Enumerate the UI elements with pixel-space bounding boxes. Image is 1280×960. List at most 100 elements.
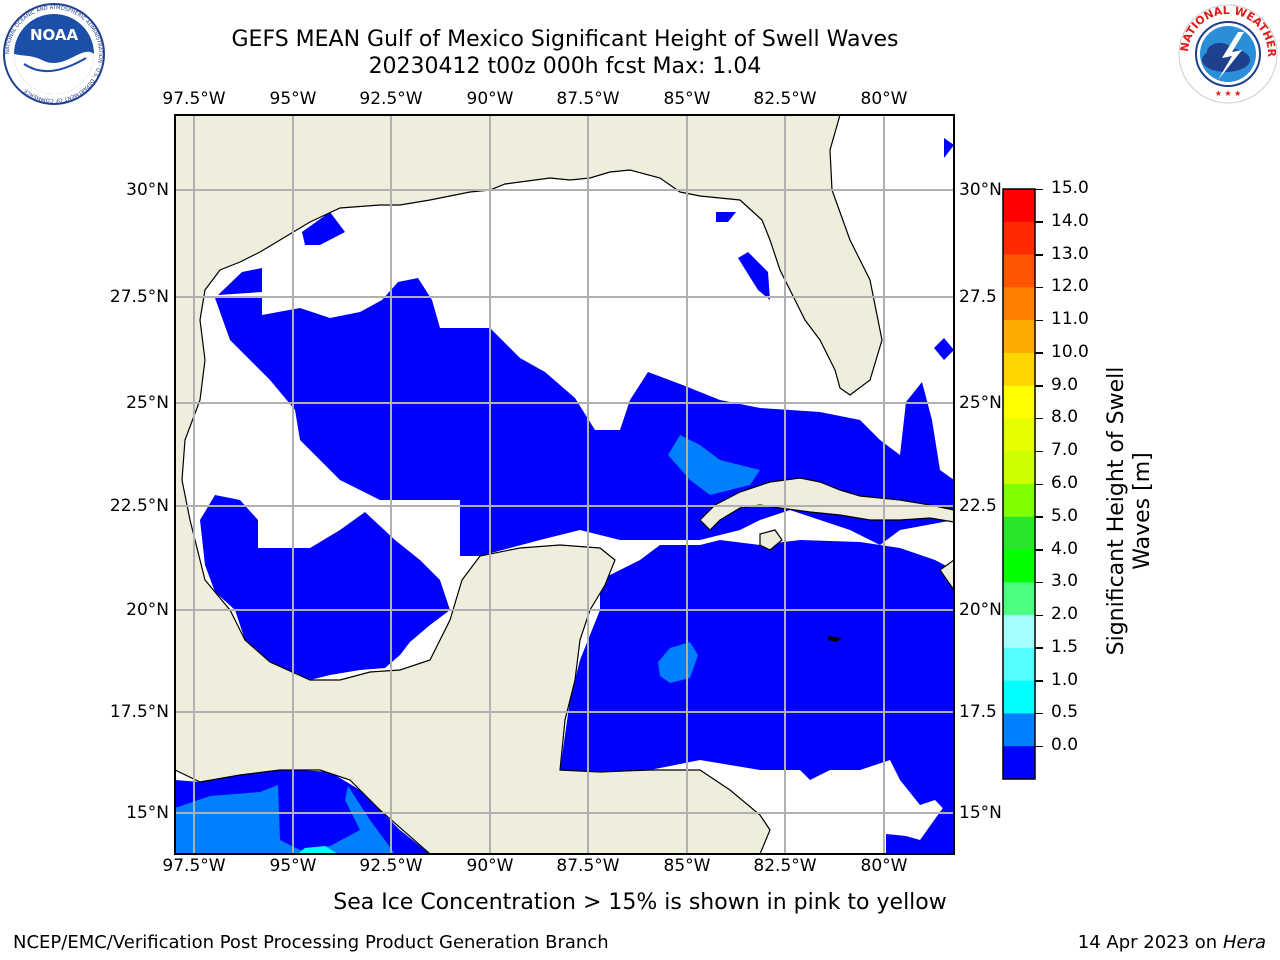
- svg-text:★ ★ ★: ★ ★ ★: [1215, 89, 1242, 98]
- colorbar-tick: [1035, 352, 1043, 354]
- colorbar-swatches: [1003, 189, 1035, 780]
- swell-patch-pacific: [175, 785, 395, 854]
- lat-tick-left: 27.5°N: [109, 287, 169, 307]
- colorbar-label: 11.0: [1051, 309, 1089, 330]
- swell-field-east-florida: [944, 138, 954, 158]
- colorbar-label: 9.0: [1051, 374, 1079, 395]
- colorbar-label: 1.5: [1051, 636, 1079, 657]
- colorbar-label: 0.5: [1051, 702, 1079, 723]
- lon-tick-top: 80°W: [860, 89, 908, 109]
- colorbar-swatch: [1003, 189, 1035, 223]
- lon-tick-top: 82.5°W: [753, 89, 817, 109]
- lon-tick-bottom: 80°W: [860, 856, 908, 876]
- colorbar-tick: [1035, 385, 1043, 387]
- lon-tick-top: 87.5°W: [556, 89, 620, 109]
- colorbar-label: 5.0: [1051, 505, 1079, 526]
- swell-field-florida-coast: [738, 252, 770, 300]
- lon-tick-bottom: 92.5°W: [359, 856, 423, 876]
- colorbar-swatch: [1003, 221, 1035, 256]
- colorbar-tick: [1035, 516, 1043, 518]
- footer-machine: Hera: [1222, 932, 1266, 953]
- colorbar-swatch: [1003, 287, 1035, 321]
- chart-subtitle: 20230412 t00z 000h fcst Max: 1.04: [368, 54, 762, 79]
- lat-tick-left: 25°N: [126, 393, 169, 413]
- colorbar-swatch: [1003, 418, 1035, 452]
- lon-tick-top: 97.5°W: [162, 89, 226, 109]
- lon-tick-bottom: 82.5°W: [753, 856, 817, 876]
- colorbar-swatch: [1003, 451, 1035, 485]
- colorbar-label: 15.0: [1051, 178, 1089, 198]
- lat-tick-left: 17.5°N: [109, 702, 169, 722]
- colorbar-label: 3.0: [1051, 571, 1079, 592]
- colorbar-tick: [1035, 581, 1043, 584]
- colorbar-swatch: [1003, 516, 1035, 551]
- chart-title: GEFS MEAN Gulf of Mexico Significant Hei…: [231, 27, 899, 52]
- colorbar-swatch: [1003, 254, 1035, 288]
- swell-field-bay-of-campeche: [200, 495, 450, 680]
- sea-ice-caption: Sea Ice Concentration > 15% is shown in …: [333, 890, 947, 915]
- land-usa-mexico: [175, 115, 883, 854]
- colorbar-tick: [1035, 221, 1043, 223]
- colorbar-tick: [1035, 319, 1043, 322]
- footer-date: 14 Apr 2023 on Hera: [1078, 932, 1266, 953]
- colorbar-tick: [1035, 188, 1043, 190]
- colorbar-tick: [1035, 680, 1043, 682]
- land-isle-of-youth: [759, 529, 783, 551]
- colorbar-tick: [1035, 614, 1043, 617]
- colorbar-swatch: [1003, 549, 1035, 583]
- lon-tick-bottom: 97.5°W: [162, 856, 226, 876]
- lat-tick-right: 15°N: [959, 803, 1002, 823]
- map-frame: [174, 114, 955, 855]
- colorbar-swatch: [1003, 680, 1035, 714]
- colorbar-tick: [1035, 483, 1043, 485]
- colorbar-label: 6.0: [1051, 473, 1079, 493]
- noaa-logo-text: NOAA: [30, 26, 79, 44]
- swell-field-louisiana: [218, 268, 262, 295]
- colorbar-swatch: [1003, 385, 1035, 419]
- lat-tick-left: 30°N: [126, 180, 169, 200]
- colorbar-swatch: [1003, 713, 1035, 747]
- lat-tick-right: 22.5: [959, 496, 997, 516]
- colorbar-label: 12.0: [1051, 276, 1089, 297]
- lat-tick-right: 20°N: [959, 600, 1002, 620]
- swell-patch-yucatan-channel: [668, 435, 760, 495]
- lat-tick-right: 27.5: [959, 287, 997, 307]
- footer-date-text: 14 Apr 2023 on: [1077, 932, 1223, 953]
- colorbar-label: 4.0: [1051, 538, 1079, 559]
- colorbar-label: 1.0: [1051, 669, 1079, 690]
- lat-tick-right: 25°N: [959, 393, 1002, 413]
- lat-tick-right: 30°N: [959, 180, 1002, 200]
- colorbar-label: 2.0: [1051, 604, 1079, 625]
- lon-tick-top: 95°W: [269, 89, 317, 109]
- colorbar-label: 7.0: [1051, 440, 1079, 461]
- colorbar-title: Significant Height of Swell Waves [m]: [1104, 366, 1155, 656]
- lon-tick-top: 90°W: [466, 89, 514, 109]
- colorbar-swatch: [1003, 582, 1035, 616]
- swell-field-bahamas: [934, 338, 954, 360]
- colorbar-tick: [1035, 745, 1043, 748]
- colorbar-swatch: [1003, 352, 1035, 387]
- swell-field-panama: [716, 212, 736, 222]
- colorbar-swatch: [1003, 320, 1035, 354]
- swell-patch-pacific-cyan: [298, 846, 338, 854]
- colorbar-swatch: [1003, 746, 1035, 780]
- lon-tick-bottom: 90°W: [466, 856, 514, 876]
- colorbar-tick: [1035, 647, 1043, 649]
- colorbar-tick: [1035, 450, 1043, 453]
- swell-field-northwest: [302, 212, 345, 245]
- colorbar-tick: [1035, 417, 1043, 420]
- colorbar-tick: [1035, 549, 1043, 551]
- colorbar-label: 0.0: [1051, 735, 1079, 756]
- lon-tick-bottom: 95°W: [269, 856, 317, 876]
- nws-logo: NATIONAL WEATHER SERVICE ★ ★ ★: [1176, 2, 1278, 104]
- lon-tick-bottom: 87.5°W: [556, 856, 620, 876]
- swell-field-southeast: [886, 805, 954, 854]
- land-jamaica: [828, 636, 842, 642]
- colorbar: [1002, 188, 1036, 780]
- colorbar-swatch: [1003, 615, 1035, 649]
- colorbar-swatch: [1003, 484, 1035, 518]
- colorbar-label: 10.0: [1051, 341, 1089, 362]
- colorbar-tick: [1035, 712, 1043, 715]
- lat-tick-left: 20°N: [126, 600, 169, 620]
